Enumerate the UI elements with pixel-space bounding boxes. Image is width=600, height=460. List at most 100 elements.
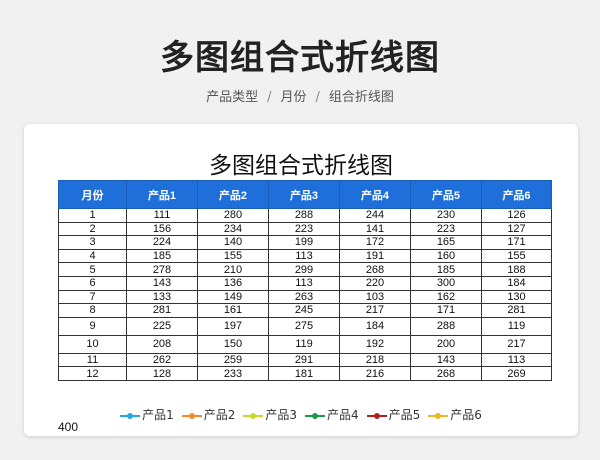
breadcrumb: 产品类型 / 月份 / 组合折线图 xyxy=(0,86,600,105)
legend-label: 产品2 xyxy=(203,408,236,422)
legend-line-marker-icon xyxy=(120,412,141,420)
breadcrumb-item-month[interactable]: 月份 xyxy=(280,90,307,105)
column-header: 产品3 xyxy=(268,180,340,209)
column-header: 产品1 xyxy=(126,180,198,209)
value-cell: 291 xyxy=(268,352,340,368)
value-cell: 141 xyxy=(339,221,411,237)
table-row: 3 224 140 199 172 165 171 xyxy=(58,235,552,250)
value-cell: 192 xyxy=(339,334,411,354)
value-cell: 299 xyxy=(268,262,340,277)
value-cell: 245 xyxy=(268,303,340,318)
value-cell: 218 xyxy=(339,352,411,368)
value-cell: 156 xyxy=(126,221,198,237)
table-row: 7 133 149 263 103 162 130 xyxy=(58,289,552,305)
value-cell: 281 xyxy=(126,303,198,318)
breadcrumb-item-product-type[interactable]: 产品类型 xyxy=(206,90,259,105)
value-cell: 143 xyxy=(410,352,482,368)
value-cell: 244 xyxy=(339,208,411,223)
value-cell: 113 xyxy=(481,352,552,368)
value-cell: 224 xyxy=(126,235,198,250)
value-cell: 200 xyxy=(410,334,482,354)
month-cell: 1 xyxy=(58,208,127,223)
value-cell: 171 xyxy=(410,303,482,318)
table-row: 4 185 155 113 191 160 155 xyxy=(58,248,552,264)
value-cell: 288 xyxy=(410,316,482,336)
value-cell: 223 xyxy=(268,221,340,237)
value-cell: 127 xyxy=(481,221,552,237)
column-header: 产品2 xyxy=(197,180,269,209)
value-cell: 216 xyxy=(339,366,411,381)
legend-item: 产品6 xyxy=(428,406,482,423)
legend-item: 产品2 xyxy=(181,406,236,423)
value-cell: 230 xyxy=(410,208,482,223)
legend-line-marker-icon xyxy=(243,412,264,420)
value-cell: 165 xyxy=(410,235,482,250)
value-cell: 188 xyxy=(481,262,552,277)
legend-label: 产品1 xyxy=(142,408,174,422)
legend-item: 产品1 xyxy=(120,406,174,423)
column-header: 产品6 xyxy=(481,180,552,209)
month-cell: 12 xyxy=(58,366,127,381)
preview-card: 多图组合式折线图 月份 产品1 产品2 产品3 产品4 产品5 产品6 1 111… xyxy=(24,124,578,436)
table-body: 1 111 280 288 244 230 126 2 156 234 223 141 223 127 3 2… xyxy=(58,208,552,381)
value-cell: 263 xyxy=(268,289,340,305)
value-cell: 217 xyxy=(481,334,552,354)
value-cell: 150 xyxy=(197,334,269,354)
value-cell: 119 xyxy=(268,334,340,354)
value-cell: 268 xyxy=(410,366,482,381)
legend-label: 产品5 xyxy=(388,408,421,422)
value-cell: 111 xyxy=(126,208,198,223)
table-row: 10 208 150 119 192 200 217 xyxy=(58,334,552,354)
value-cell: 223 xyxy=(410,221,482,237)
legend-line-marker-icon xyxy=(305,412,325,420)
legend-item: 产品5 xyxy=(366,406,421,423)
column-header: 产品4 xyxy=(339,180,411,209)
value-cell: 185 xyxy=(126,248,198,264)
value-cell: 278 xyxy=(126,262,198,277)
value-cell: 208 xyxy=(126,334,198,354)
page-title: 多图组合式折线图 xyxy=(160,38,440,78)
value-cell: 160 xyxy=(410,248,482,264)
value-cell: 269 xyxy=(481,366,552,381)
value-cell: 233 xyxy=(197,366,269,381)
value-cell: 300 xyxy=(410,275,482,291)
value-cell: 234 xyxy=(197,221,269,237)
table-row: 6 143 136 113 220 300 184 xyxy=(58,275,552,291)
value-cell: 128 xyxy=(126,366,198,381)
value-cell: 199 xyxy=(268,235,340,250)
value-cell: 220 xyxy=(339,275,411,291)
value-cell: 197 xyxy=(197,316,269,336)
value-cell: 191 xyxy=(339,248,411,264)
value-cell: 149 xyxy=(197,289,269,305)
value-cell: 140 xyxy=(197,235,269,250)
legend-line-marker-icon xyxy=(428,412,449,420)
value-cell: 161 xyxy=(197,303,269,318)
legend-line-marker-icon xyxy=(181,412,202,420)
table-row: 11 262 259 291 218 143 113 xyxy=(58,352,552,368)
table-row: 1 111 280 288 244 230 126 xyxy=(58,208,552,223)
legend-label: 产品3 xyxy=(265,408,297,422)
month-cell: 10 xyxy=(58,334,127,354)
value-cell: 136 xyxy=(197,275,269,291)
month-cell: 5 xyxy=(58,262,127,277)
value-cell: 181 xyxy=(268,366,340,381)
value-cell: 119 xyxy=(481,316,552,336)
legend-item: 产品4 xyxy=(305,406,359,423)
value-cell: 217 xyxy=(339,303,411,318)
table-row: 9 225 197 275 184 288 119 xyxy=(58,316,552,336)
value-cell: 162 xyxy=(410,289,482,305)
table-header-row: 月份 产品1 产品2 产品3 产品4 产品5 产品6 xyxy=(58,180,552,209)
table-row: 5 278 210 299 268 185 188 xyxy=(58,262,552,277)
month-cell: 8 xyxy=(58,303,127,318)
month-cell: 3 xyxy=(58,235,127,250)
value-cell: 280 xyxy=(197,208,269,223)
table-row: 2 156 234 223 141 223 127 xyxy=(58,221,552,237)
column-header: 月份 xyxy=(58,180,127,209)
value-cell: 113 xyxy=(268,248,340,264)
month-cell: 6 xyxy=(58,275,127,291)
value-cell: 126 xyxy=(481,208,552,223)
value-cell: 184 xyxy=(481,275,552,291)
value-cell: 225 xyxy=(126,316,198,336)
data-table: 月份 产品1 产品2 产品3 产品4 产品5 产品6 1 111 280 288 244… xyxy=(58,180,552,381)
month-cell: 4 xyxy=(58,248,127,264)
